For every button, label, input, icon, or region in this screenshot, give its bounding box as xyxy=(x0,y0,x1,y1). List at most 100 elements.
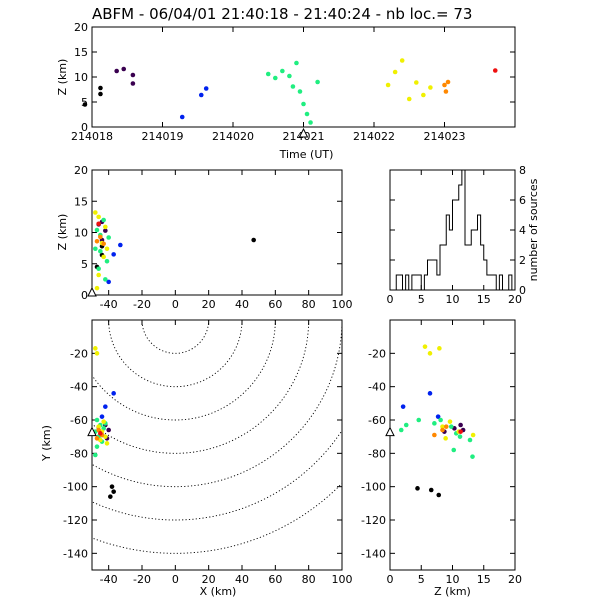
plan-y-tick-label: -100 xyxy=(63,481,88,494)
xz-x-tick-label: -20 xyxy=(133,298,151,311)
time-source-point xyxy=(198,92,204,98)
xz-source-point xyxy=(104,246,110,252)
plan-source-point xyxy=(111,391,116,396)
yz-source-point xyxy=(427,351,433,356)
time-x-tick-label: 214020 xyxy=(212,130,254,143)
xz-x-tick-label: -40 xyxy=(100,298,118,311)
yz-source-point xyxy=(435,414,441,419)
xz-source-point xyxy=(94,227,100,233)
yz-y-tick-label: -100 xyxy=(361,481,386,494)
plan-source-point xyxy=(103,404,108,409)
station-marker-icon xyxy=(87,426,97,437)
time-source-point xyxy=(392,69,398,75)
xz-x-tick-label: 0 xyxy=(172,298,179,311)
plan-source-point xyxy=(93,452,98,458)
xz-source-point xyxy=(118,242,123,248)
yz-source-point xyxy=(440,427,445,433)
time-source-point xyxy=(179,114,185,120)
time-source-point xyxy=(82,102,88,107)
time-source-point xyxy=(304,111,310,117)
xz-source-point xyxy=(96,272,101,278)
xz-source-point xyxy=(101,254,106,260)
xz-y-tick-label: 20 xyxy=(74,164,88,177)
xz-y-tick-label: 5 xyxy=(81,258,88,271)
xz-source-point xyxy=(106,279,111,285)
xz-source-point xyxy=(103,224,108,230)
hist-y-tick-label: 0 xyxy=(519,284,526,297)
plan-source-point xyxy=(101,419,106,424)
yz-y-tick-label: -40 xyxy=(368,381,386,394)
xz-source-point xyxy=(94,238,100,244)
time-x-axis-label: Time (UT) xyxy=(279,148,334,161)
time-y-tick-label: 15 xyxy=(74,46,88,59)
time-source-point xyxy=(445,79,451,85)
yz-y-tick-label: -60 xyxy=(368,414,386,427)
xz-source-point xyxy=(94,285,100,291)
yz-x-tick-label: 5 xyxy=(418,573,425,586)
plan-x-tick-label: -40 xyxy=(100,573,118,586)
time-source-point xyxy=(443,89,449,94)
xz-x-tick-label: 20 xyxy=(202,298,216,311)
yz-source-point xyxy=(437,346,442,351)
hist-x-tick-label: 0 xyxy=(387,293,394,306)
station-marker-icon xyxy=(385,426,395,437)
time-panel-frame xyxy=(91,26,516,128)
time-y-tick-label: 20 xyxy=(74,21,88,34)
time-source-point xyxy=(428,85,433,90)
plan-source-point xyxy=(94,436,100,441)
time-source-point xyxy=(114,68,119,74)
hist-x-tick-label: 5 xyxy=(418,293,425,306)
xz-y-axis-label: Z (km) xyxy=(56,214,69,251)
plan-x-tick-label: 20 xyxy=(202,573,216,586)
xz-source-point xyxy=(96,214,101,220)
xz-y-tick-label: 15 xyxy=(74,195,88,208)
plan-y-axis-label: Y (km) xyxy=(40,425,53,462)
time-source-point xyxy=(385,82,391,88)
time-source-point xyxy=(290,84,296,89)
plan-x-tick-label: 100 xyxy=(332,573,353,586)
yz-source-point xyxy=(436,492,442,498)
xz-y-tick-label: 10 xyxy=(74,227,88,240)
yz-source-point xyxy=(440,424,445,429)
plan-y-tick-label: -140 xyxy=(63,547,88,560)
yz-source-point xyxy=(422,344,428,349)
hist-x-tick-label: 15 xyxy=(477,293,491,306)
yz-source-point xyxy=(403,422,409,428)
xz-source-point xyxy=(96,266,101,272)
plan-source-point xyxy=(96,424,101,429)
time-source-point xyxy=(301,101,306,107)
plan-x-tick-label: 0 xyxy=(172,573,179,586)
plan-source-point xyxy=(93,346,98,351)
plan-y-tick-label: -40 xyxy=(70,381,88,394)
yz-source-point xyxy=(448,424,454,429)
yz-source-point xyxy=(443,424,449,429)
yz-x-axis-label: Z (km) xyxy=(434,585,471,598)
xz-y-tick-label: 0 xyxy=(81,289,88,302)
yz-source-point xyxy=(427,391,433,396)
histogram-y-axis-label: number of sources xyxy=(527,178,540,281)
plan-source-point xyxy=(99,414,105,419)
yz-source-point xyxy=(398,427,404,433)
station-marker-icon xyxy=(298,127,309,138)
time-source-point xyxy=(406,96,412,102)
yz-source-point xyxy=(447,419,453,424)
time-source-point xyxy=(294,60,299,66)
xz-source-point xyxy=(251,237,256,243)
yz-x-tick-label: 15 xyxy=(477,573,491,586)
xz-source-point xyxy=(93,246,98,252)
plan-y-tick-label: -120 xyxy=(63,514,88,527)
time-source-point xyxy=(130,72,136,78)
time-y-axis-label: Z (km) xyxy=(56,59,69,96)
yz-source-point xyxy=(467,437,473,443)
time-source-point xyxy=(98,91,103,97)
range-circle xyxy=(92,320,276,421)
yz-source-point xyxy=(438,417,443,423)
time-source-point xyxy=(297,89,303,94)
yz-y-tick-label: -140 xyxy=(361,547,386,560)
yz-source-point xyxy=(416,417,422,423)
yz-source-point xyxy=(432,432,437,438)
yz-source-point xyxy=(470,454,475,459)
yz-source-point xyxy=(458,422,463,428)
plan-y-tick-label: -60 xyxy=(70,414,88,427)
